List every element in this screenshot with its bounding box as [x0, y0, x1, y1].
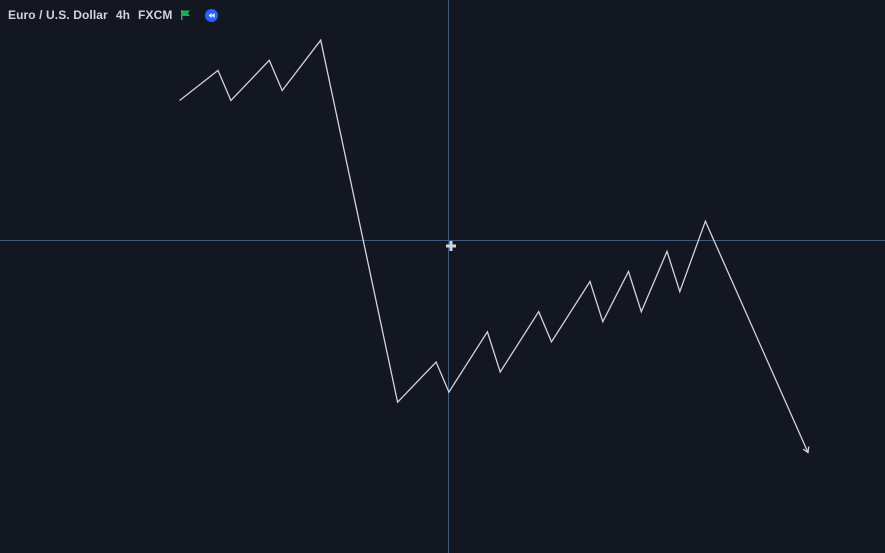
replay-back-icon[interactable]	[205, 8, 219, 22]
symbol-interval[interactable]: 4h	[115, 8, 131, 22]
flag-icon[interactable]	[180, 9, 192, 21]
price-series	[179, 38, 810, 454]
symbol-name[interactable]: Euro / U.S. Dollar	[8, 8, 108, 22]
crosshair-cursor-icon	[446, 241, 456, 251]
symbol-exchange[interactable]: FXCM	[138, 8, 173, 22]
series-line-0	[179, 38, 809, 453]
arrow-head-icon	[802, 446, 810, 454]
symbol-legend[interactable]: Euro / U.S. Dollar 4h FXCM	[8, 7, 219, 23]
